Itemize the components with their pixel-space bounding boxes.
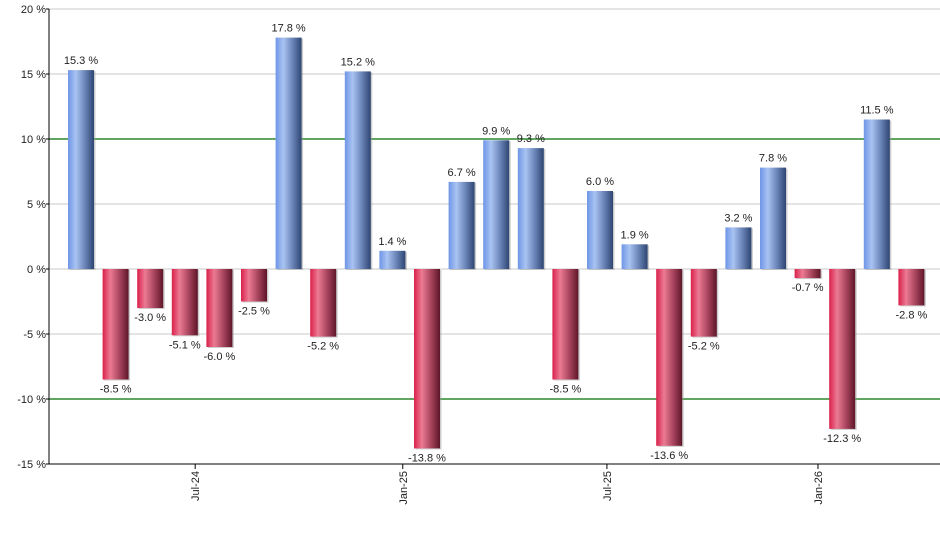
bar-value-label: -5.1 % (169, 339, 201, 351)
bar-value-label: -13.6 % (650, 450, 688, 462)
bar-value-label: 11.5 % (860, 105, 894, 117)
bar-negative (137, 269, 164, 308)
y-tick-label: -15 % (17, 459, 46, 471)
bar-negative (794, 269, 821, 279)
bar-value-label: -5.2 % (688, 341, 720, 353)
value-labels: 15.3 % -8.5 % -3.0 % -5.1 %-6.0 % -2.5 % 17.8… (64, 23, 928, 465)
bar-positive (760, 167, 786, 269)
bar-value-label: -8.5 % (100, 384, 132, 396)
bar-value-label: 7.8 % (759, 153, 787, 165)
bar-negative (206, 269, 233, 347)
bar-value-label: 15.3 % (64, 55, 98, 67)
bar-value-label: 9.9 % (482, 125, 510, 137)
bar-positive (275, 37, 302, 269)
bar-positive (483, 140, 510, 269)
bar-negative (656, 269, 683, 446)
axes: 20 % 15 % 10 % 5 % 0 % -5 % -10 % -15 % Jul-24 Ja… (17, 4, 940, 505)
bar-negative (552, 269, 579, 380)
bar-value-label: -3.0 % (134, 312, 166, 324)
bar-value-label: -12.3 % (823, 433, 861, 445)
y-tick-label: 20 % (21, 4, 46, 16)
bar-positive (344, 71, 371, 270)
y-tick-label: 15 % (21, 69, 46, 81)
bar-value-label: -2.5 % (238, 306, 270, 318)
x-tick-label: Jan-25 (398, 471, 410, 505)
x-tick-label: Jul-25 (602, 471, 614, 501)
bar-negative (241, 269, 267, 302)
bar-value-label: -0.7 % (792, 282, 824, 294)
x-tick-label: Jan-26 (813, 471, 825, 505)
bar-positive (379, 250, 406, 269)
bar-positive (621, 244, 648, 269)
y-tick-label: 10 % (21, 134, 46, 146)
y-tick-label: 5 % (27, 199, 46, 211)
bar-negative (102, 269, 129, 380)
bar-value-label: -6.0 % (204, 351, 236, 363)
bar-negative (898, 269, 925, 306)
bar-value-label: -2.8 % (896, 309, 928, 321)
bar-value-label: -8.5 % (550, 384, 582, 396)
bar-value-label: 9.3 % (517, 133, 545, 145)
bar-positive (448, 181, 475, 269)
bar-positive (68, 70, 94, 269)
bar-negative (171, 269, 198, 336)
bar-negative (414, 269, 440, 449)
bar-value-label: 6.7 % (448, 167, 476, 179)
bar-positive (863, 119, 890, 269)
y-tick-label: 0 % (27, 264, 46, 276)
bar-value-label: 6.0 % (586, 176, 614, 188)
bar-negative (829, 269, 856, 429)
bar-positive (725, 227, 752, 269)
y-tick-label: -5 % (23, 329, 46, 341)
bars (68, 37, 926, 450)
x-tick-label: Jul-24 (190, 471, 202, 501)
y-tick-label: -10 % (17, 394, 46, 406)
bar-negative (690, 269, 717, 337)
bar-value-label: 17.8 % (271, 23, 305, 35)
bar-value-label: 3.2 % (724, 212, 752, 224)
bar-value-label: 1.4 % (378, 236, 406, 248)
bar-positive (587, 191, 613, 269)
bar-value-label: 15.2 % (341, 56, 375, 68)
bar-value-label: -13.8 % (408, 452, 446, 464)
bar-positive (517, 148, 544, 269)
bar-value-label: 1.9 % (621, 229, 649, 241)
bar-negative (310, 269, 337, 337)
bar-value-label: -5.2 % (307, 341, 339, 353)
